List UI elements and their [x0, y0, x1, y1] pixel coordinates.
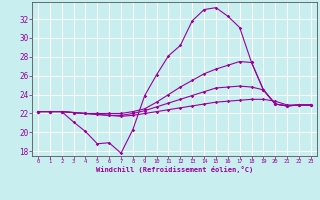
X-axis label: Windchill (Refroidissement éolien,°C): Windchill (Refroidissement éolien,°C): [96, 166, 253, 173]
